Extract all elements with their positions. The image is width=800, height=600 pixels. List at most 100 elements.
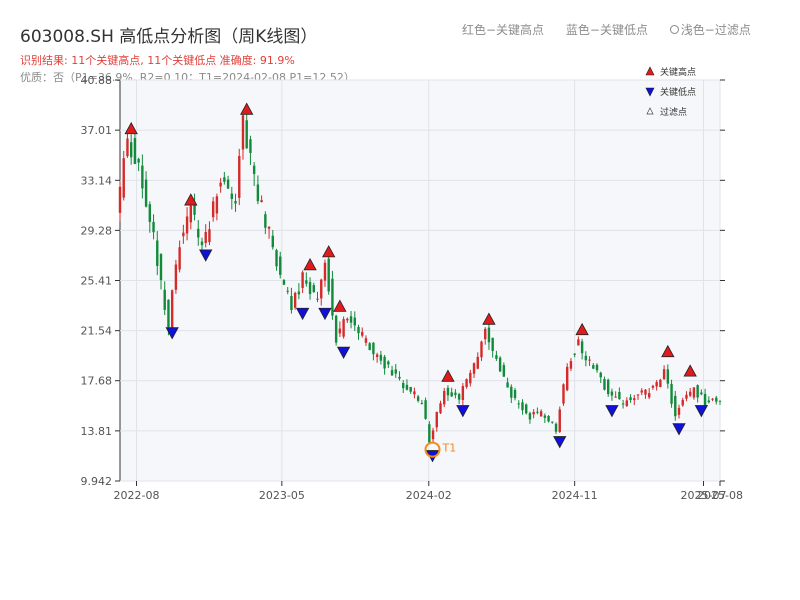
candle-body [409,386,412,392]
candle-body [234,200,237,204]
candle-body [577,339,580,346]
key-high-marker [661,344,675,358]
candle-body [498,357,502,372]
candle-body [275,250,278,267]
candle-body [636,394,640,396]
candle-body [599,372,602,378]
candle-body [193,203,196,215]
y-tick-label: 17.68 [81,375,113,388]
candle-body [484,328,487,340]
candle-body [286,290,289,292]
candle-body [424,400,427,419]
legend-high-label: 关键高点 [660,66,696,78]
candle-body [633,398,636,401]
candle-body [264,214,267,228]
key-high-marker [482,312,496,325]
key-low-marker [672,423,686,436]
candle-body [413,391,416,395]
key-low-marker [165,327,179,340]
candle-body [293,292,297,308]
candle-body [398,376,401,379]
legend-high-swatch [645,66,655,76]
candle-body [610,391,614,396]
candle-body [629,397,632,400]
candle-body [331,278,334,316]
candle-body [547,415,550,422]
key-high-marker [124,121,138,135]
candle-body [394,369,397,374]
candle-body [450,392,453,397]
candle-body [361,331,364,336]
key-low-marker [295,307,310,321]
candle-body [692,387,696,398]
candle-body [230,193,234,199]
candle-body [554,423,558,432]
candle-body [592,365,595,369]
legend-blue-low: 蓝色−关键低点 [565,23,648,37]
candle-body [290,296,293,310]
candle-body [189,205,193,223]
candle-body [368,343,371,351]
key-low-marker [318,307,332,321]
candle-body [159,254,163,281]
key-low-marker [553,436,567,449]
candle-body [662,369,666,380]
candle-body [390,370,394,376]
candle-body [621,403,625,405]
legend-filtered-label: 浅色−过滤点 [680,23,751,37]
candle-body [129,142,133,158]
key-low-marker [694,405,709,418]
candle-body [674,395,677,417]
candle-body [431,430,435,440]
y-tick-label: 25.41 [81,275,113,288]
legend-low-label: 关键低点 [660,86,696,98]
candle-body [279,256,282,275]
recognition-result: 识别结果: 11个关键高点, 11个关键低点 准确度: 91.9% [20,54,295,67]
candle-body [282,280,286,285]
candle-body [472,363,476,374]
candle-body [226,179,230,189]
candle-body [491,337,494,351]
candle-body [487,327,491,343]
candle-body [707,400,711,403]
candle-body [711,398,714,400]
candle-body [454,392,457,395]
candle-body [580,341,584,354]
candle-body [506,382,509,388]
candle-body [569,361,573,369]
candle-body [543,415,547,418]
candle-body [718,400,722,402]
key-low-marker [336,346,351,359]
candle-body [469,372,472,384]
candle-body [618,392,621,400]
candle-body [387,361,390,365]
x-tick-label: 2024-11 [552,489,598,502]
t1-circle-marker [424,441,441,458]
key-low-marker [199,249,213,262]
candle-body [446,387,450,396]
candle-body [353,317,356,326]
candle-body [174,264,178,290]
key-low-marker [605,405,619,418]
candle-body [614,396,617,398]
candle-body [312,285,315,292]
candle-body [301,272,304,288]
candle-body [327,258,330,292]
circle-icon [669,25,679,34]
key-high-marker [240,102,254,115]
y-tick-label: 13.81 [81,425,113,438]
candle-body [502,365,506,377]
candle-body [122,158,125,198]
candle-body [536,411,539,413]
key-high-marker [303,258,317,271]
candle-body [241,115,245,150]
candle-body [249,139,252,153]
candle-body [308,282,312,294]
candle-body [625,400,629,406]
candle-body [163,289,166,310]
candle-body [256,184,260,202]
candle-body [659,379,662,388]
candle-body [297,291,301,295]
candle-body [584,355,588,361]
